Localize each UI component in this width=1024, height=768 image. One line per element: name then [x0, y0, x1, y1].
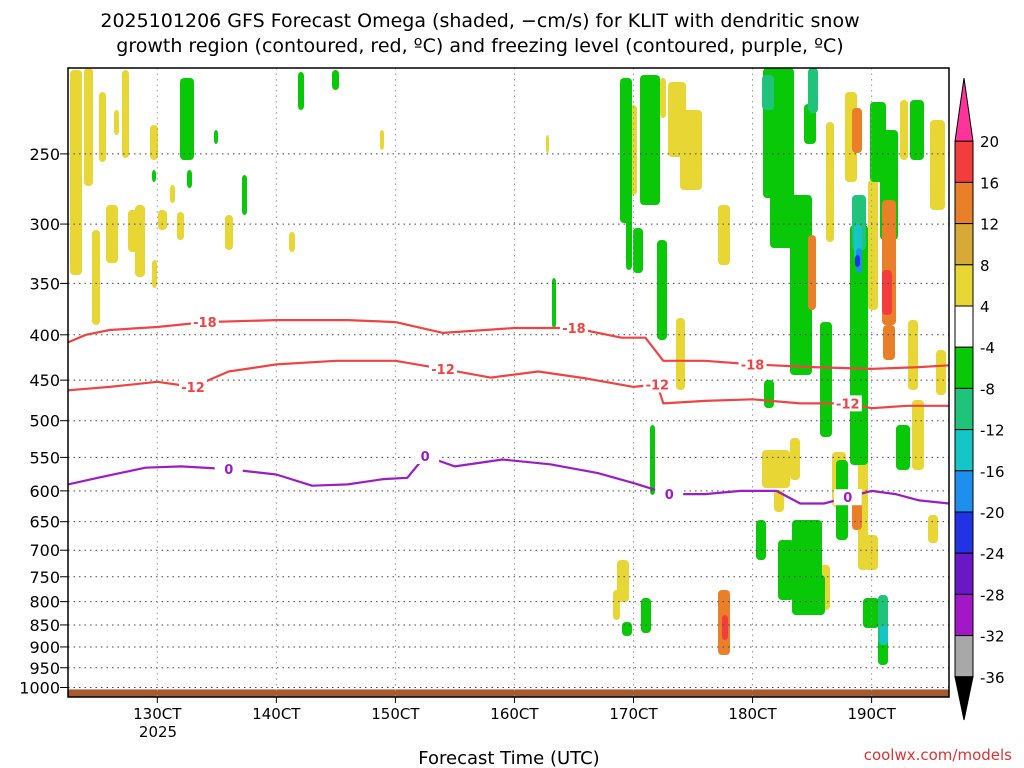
chart-title-line-1: 2025101206 GFS Forecast Omega (shaded, −… — [100, 10, 859, 32]
plot-frame — [67, 67, 950, 698]
x-axis-year-label: 2025 — [139, 723, 177, 741]
x-tick-label: 130CT — [133, 705, 182, 723]
contour-label: -18 — [562, 322, 586, 337]
y-tick-label: 600 — [29, 482, 60, 501]
x-axis-title: Forecast Time (UTC) — [418, 748, 599, 768]
colorbar-label: -20 — [980, 504, 1005, 522]
contour-label: -12 — [181, 381, 205, 396]
y-axis: 250 300 350 400 450 500 550 600 650 700 750 800 850 9… — [19, 145, 68, 697]
contour-label: -12 — [836, 397, 860, 412]
contour-label: 0 — [421, 450, 430, 465]
contour-label: -12 — [646, 378, 670, 393]
x-tick-label: 160CT — [490, 705, 539, 723]
contour--18 — [67, 319, 950, 370]
colorbar-label: 4 — [980, 298, 990, 316]
colorbar-label: 12 — [980, 216, 999, 234]
colorbar-label: -36 — [980, 669, 1005, 687]
contour-label: 0 — [843, 491, 852, 506]
y-tick-label: 250 — [29, 145, 60, 164]
y-tick-label: 900 — [29, 638, 60, 657]
y-tick-label: 300 — [29, 215, 60, 234]
omega-shading-layer — [70, 68, 946, 665]
colorbar-label: -4 — [980, 339, 995, 357]
terrain-layer — [68, 689, 949, 697]
contour--12 — [67, 359, 949, 410]
y-tick-label: 450 — [29, 371, 60, 390]
x-tick-label: 170CT — [609, 705, 658, 723]
contour-label: -12 — [431, 363, 455, 378]
colorbar-label: 16 — [980, 174, 999, 192]
x-tick-label: 140CT — [252, 705, 301, 723]
y-tick-label: 750 — [29, 568, 60, 587]
y-tick-label: 850 — [29, 616, 60, 635]
colorbar-label: -16 — [980, 463, 1005, 481]
contour-label: 0 — [665, 488, 674, 503]
colorbar-label: 8 — [980, 257, 990, 275]
colorbar-label: -32 — [980, 628, 1005, 646]
contour-label: 0 — [224, 463, 233, 478]
y-tick-label: 650 — [29, 513, 60, 532]
y-tick-label: 800 — [29, 593, 60, 612]
colorbar-label: 20 — [980, 133, 999, 151]
colorbar-label: -12 — [980, 422, 1005, 440]
x-axis: 130CT 140CT 150CT 160CT 170CT 180CT 190CT — [133, 697, 897, 723]
contour-0 — [67, 454, 950, 505]
y-tick-label: 400 — [29, 326, 60, 345]
contour-label: -18 — [193, 316, 217, 331]
colorbar-label: -24 — [980, 545, 1005, 563]
y-tick-label: 950 — [29, 659, 60, 678]
contour-layer: -18 -18 -18 -12 -12 -12 -12 0 0 0 0 — [67, 314, 950, 506]
y-tick-label: 550 — [29, 448, 60, 467]
colorbar-label: -28 — [980, 586, 1005, 604]
y-tick-label: 1000 — [19, 678, 60, 697]
colorbar: 20 16 12 8 4 -4 -8 -12 -16 -20 -24 -28 -32 -36 — [954, 77, 1005, 721]
y-tick-label: 700 — [29, 541, 60, 560]
y-tick-label: 500 — [29, 412, 60, 431]
contour-label: -18 — [741, 358, 765, 373]
chart-title-line-2: growth region (contoured, red, ºC) and f… — [116, 35, 843, 57]
y-tick-label: 350 — [29, 274, 60, 293]
x-tick-label: 190CT — [847, 705, 896, 723]
colorbar-label: -8 — [980, 380, 995, 398]
footer-credit: coolwx.com/models — [864, 746, 1012, 764]
x-tick-label: 150CT — [371, 705, 420, 723]
x-tick-label: 180CT — [728, 705, 777, 723]
